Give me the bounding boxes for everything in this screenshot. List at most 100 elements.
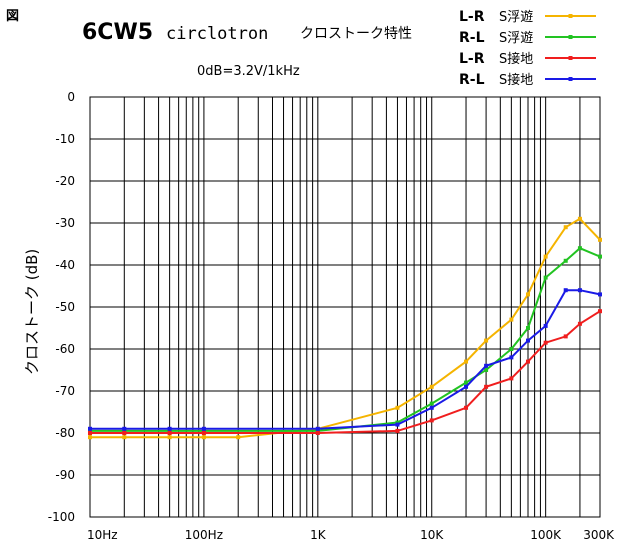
- y-axis-label: クロストーク (dB): [23, 249, 41, 375]
- legend-marker: [568, 77, 573, 81]
- legend-marker: [568, 14, 573, 18]
- data-point: [543, 275, 548, 280]
- data-point: [526, 326, 531, 330]
- data-point: [509, 317, 514, 322]
- data-point: [122, 431, 127, 435]
- data-point: [395, 428, 400, 433]
- data-point: [201, 428, 206, 433]
- data-point: [429, 384, 434, 389]
- data-point: [464, 380, 469, 385]
- data-point: [577, 321, 582, 326]
- legend-entry: L-R S浮遊: [459, 9, 596, 25]
- series-2: [88, 246, 602, 433]
- series-line: [90, 217, 601, 439]
- y-tick-labels: 0 -10 -20 -30 -40 -50 -60 -70 -80 -90 -100: [48, 90, 75, 524]
- y-tick-label: -20: [55, 174, 75, 188]
- chart-title-sub: circlotron: [166, 24, 268, 44]
- legend-marker: [568, 56, 573, 60]
- data-point: [167, 426, 172, 431]
- x-tick-label: 10Hz: [87, 528, 118, 542]
- data-point: [484, 338, 489, 343]
- data-point: [598, 309, 602, 314]
- legend-channel: R-L: [459, 30, 485, 46]
- x-tick-label: 100Hz: [185, 528, 223, 542]
- data-point: [464, 405, 469, 410]
- legend-entry: R-L S接地: [459, 72, 596, 88]
- data-point: [577, 246, 582, 251]
- legend-description: S浮遊: [499, 31, 533, 46]
- legend: L-R S浮遊 R-L S浮遊 L-R S接地 R-L S接地: [459, 9, 596, 88]
- x-tick-label: 10K: [420, 528, 444, 542]
- chart-subtitle: 0dB=3.2V/1kHz: [197, 64, 300, 79]
- data-point: [201, 426, 206, 431]
- data-point: [122, 435, 127, 440]
- data-point: [509, 355, 514, 360]
- data-point: [167, 435, 172, 440]
- y-tick-label: -70: [55, 384, 75, 398]
- legend-entry: R-L S浮遊: [459, 30, 596, 46]
- data-series: [88, 216, 602, 440]
- data-point: [88, 435, 92, 440]
- data-point: [88, 428, 92, 433]
- y-tick-label: -100: [48, 510, 75, 524]
- data-point: [509, 347, 514, 351]
- data-point: [395, 422, 400, 427]
- data-point: [577, 288, 582, 293]
- y-tick-label: -80: [55, 426, 75, 440]
- data-point: [88, 426, 92, 431]
- series-3: [88, 309, 602, 435]
- data-point: [598, 237, 602, 242]
- data-point: [88, 431, 92, 435]
- data-point: [315, 431, 320, 435]
- x-tick-label: 100K: [530, 528, 562, 542]
- grid: [89, 96, 601, 518]
- legend-channel: L-R: [459, 51, 485, 67]
- data-point: [526, 292, 531, 297]
- data-point: [236, 435, 241, 440]
- data-point: [122, 428, 127, 433]
- data-point: [201, 435, 206, 440]
- data-point: [526, 359, 531, 364]
- data-point: [598, 254, 602, 259]
- y-tick-label: -10: [55, 132, 75, 146]
- legend-marker: [568, 35, 573, 39]
- data-point: [484, 363, 489, 368]
- data-point: [201, 431, 206, 435]
- data-point: [464, 384, 469, 389]
- data-point: [395, 405, 400, 410]
- data-point: [543, 340, 548, 345]
- data-point: [526, 338, 531, 343]
- y-tick-label: 0: [67, 90, 75, 104]
- data-point: [598, 292, 602, 297]
- legend-description: S接地: [499, 72, 533, 88]
- data-point: [484, 384, 489, 389]
- x-tick-label: 300K: [583, 528, 615, 542]
- legend-entry: L-R S接地: [459, 51, 596, 67]
- y-tick-label: -30: [55, 216, 75, 230]
- data-point: [122, 426, 127, 431]
- y-tick-label: -60: [55, 342, 75, 356]
- data-point: [167, 428, 172, 433]
- legend-channel: R-L: [459, 72, 485, 88]
- legend-channel: L-R: [459, 9, 485, 25]
- data-point: [509, 376, 514, 381]
- series-1: [88, 216, 602, 440]
- y-tick-label: -90: [55, 468, 75, 482]
- data-point: [429, 405, 434, 410]
- data-point: [464, 359, 469, 364]
- data-point: [577, 216, 582, 221]
- data-point: [543, 254, 548, 259]
- x-tick-labels: 10Hz 100Hz 1K 10K 100K 300K: [87, 528, 615, 542]
- series-4: [88, 288, 602, 431]
- data-point: [484, 368, 489, 372]
- y-tick-label: -50: [55, 300, 75, 314]
- data-point: [563, 225, 568, 230]
- data-point: [429, 401, 434, 406]
- data-point: [315, 428, 320, 433]
- legend-description: S浮遊: [499, 10, 533, 25]
- data-point: [563, 288, 568, 293]
- y-tick-label: -40: [55, 258, 75, 272]
- data-point: [429, 418, 434, 423]
- data-point: [315, 426, 320, 431]
